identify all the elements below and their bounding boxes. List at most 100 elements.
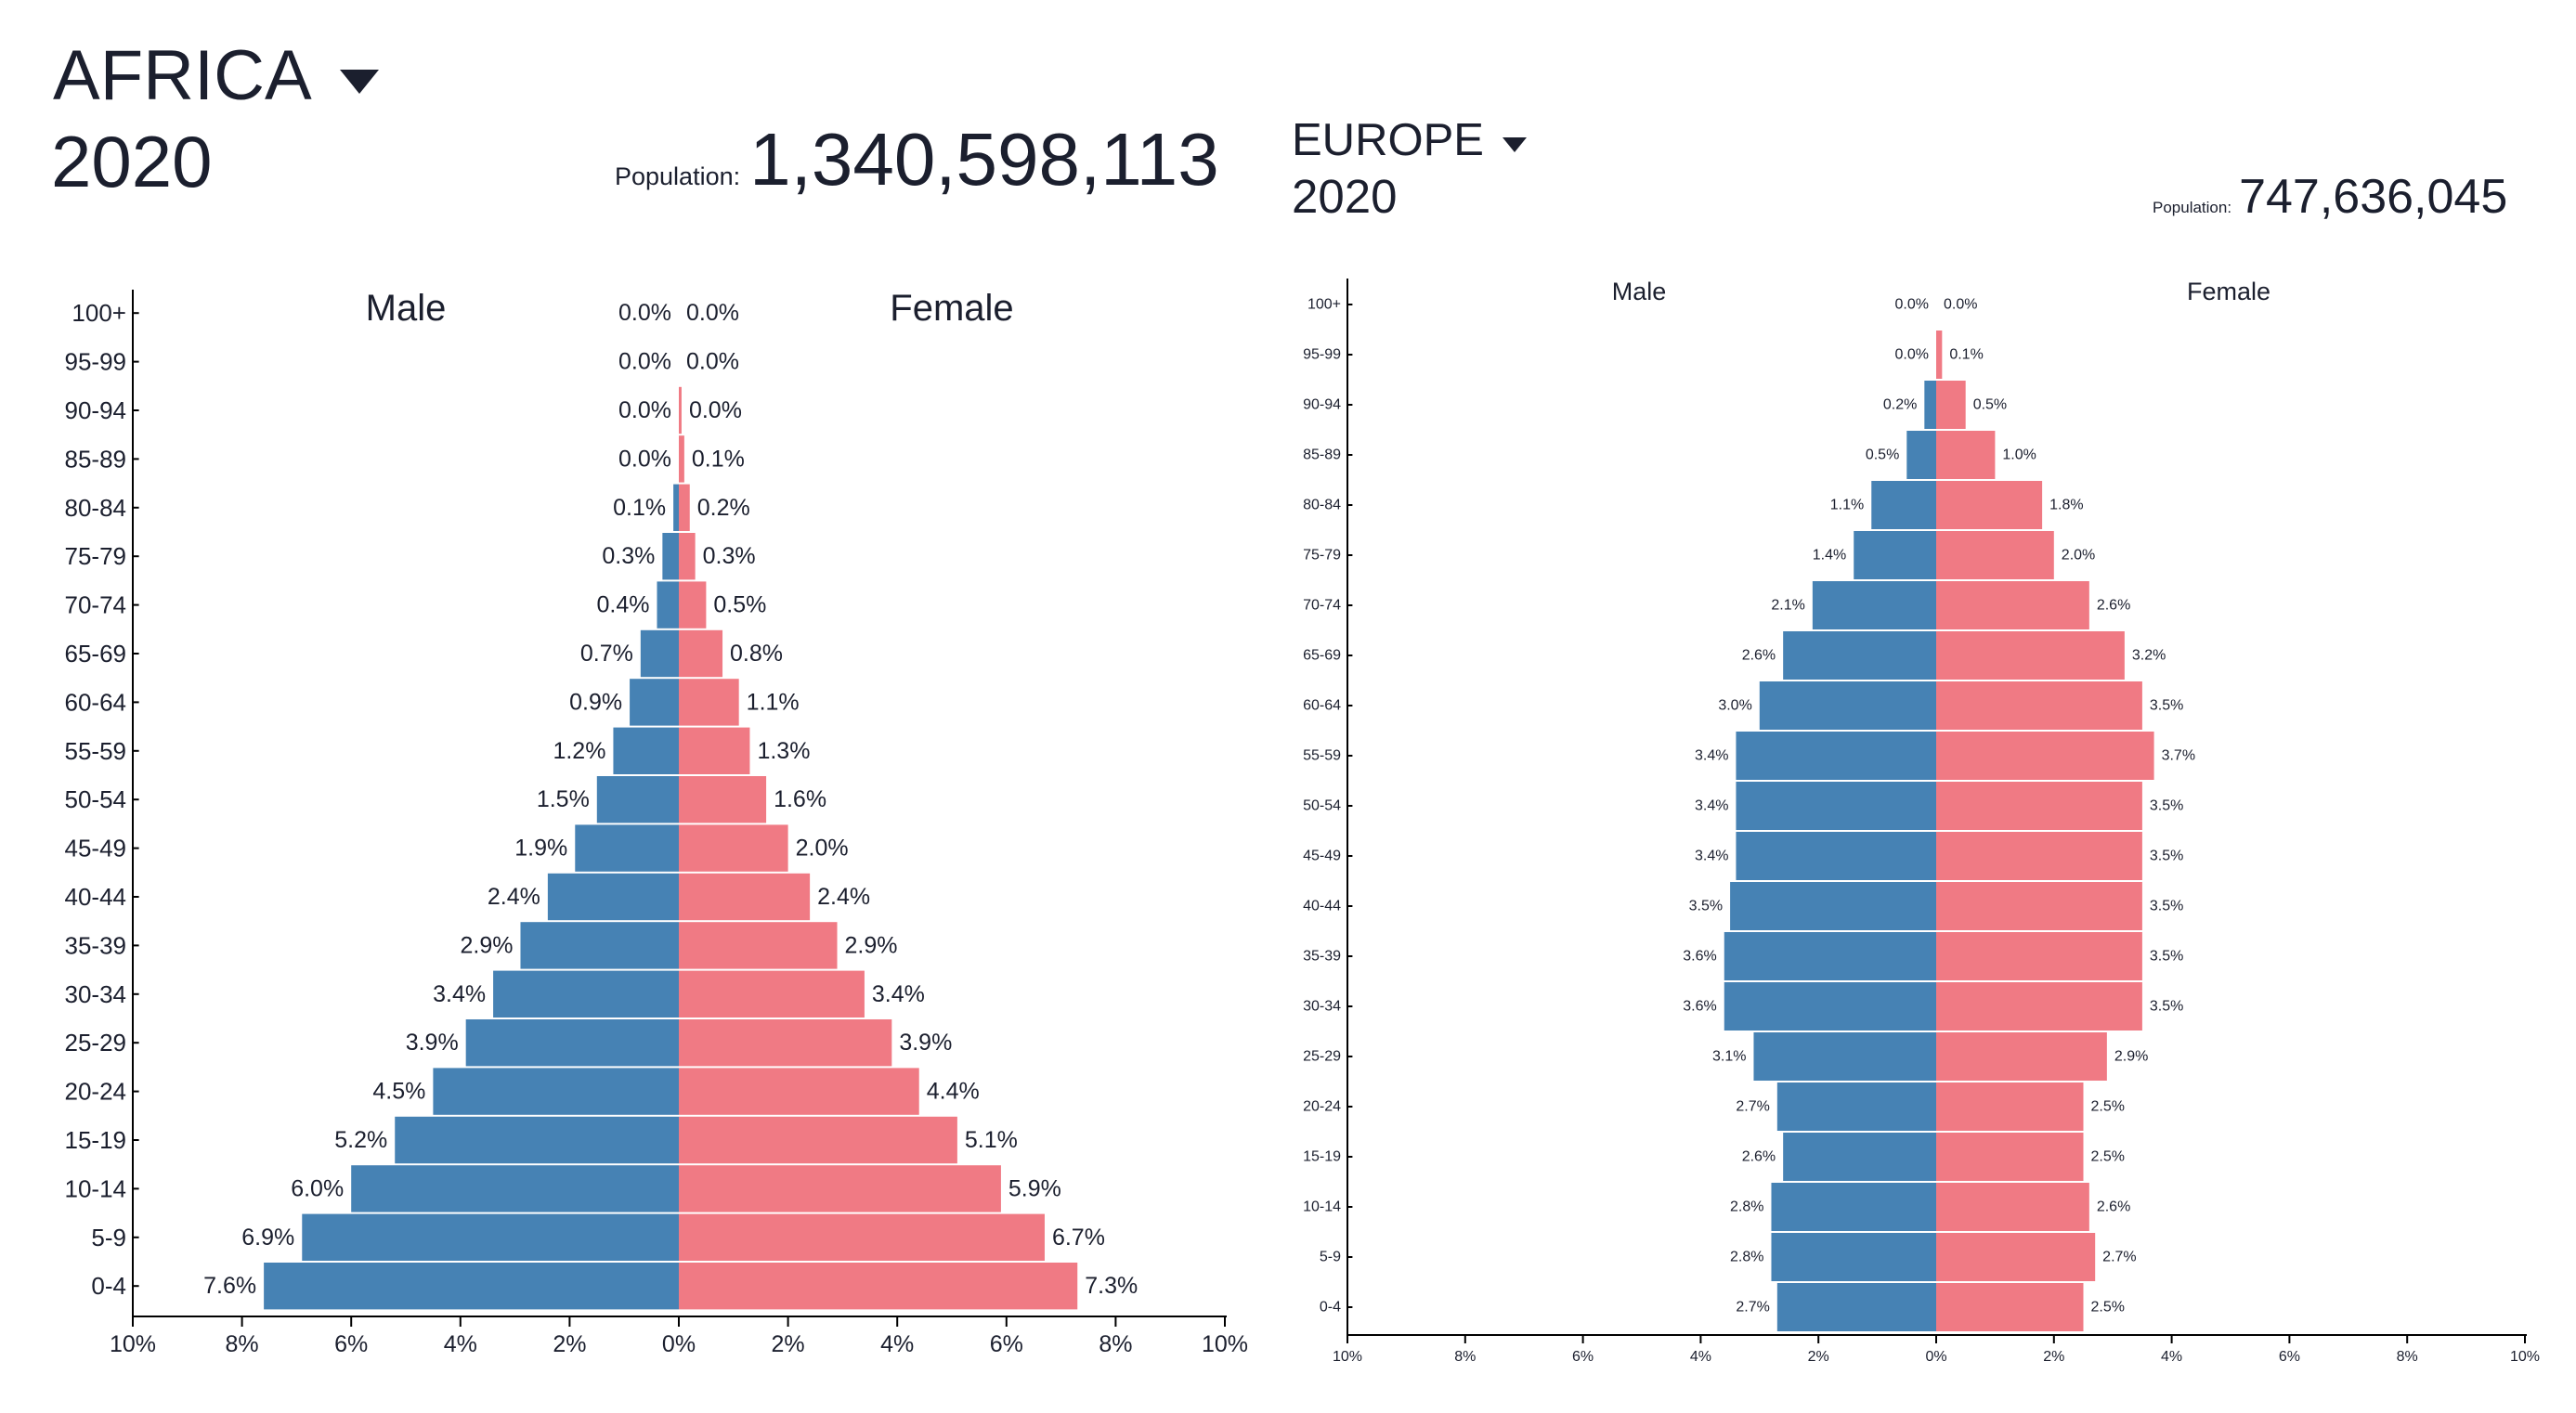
data-label-female: 0.0% <box>686 349 739 375</box>
bar-female <box>679 922 838 969</box>
bar-female <box>679 386 682 434</box>
bar-male <box>673 484 679 531</box>
x-tick-label: 8% <box>2397 1349 2418 1365</box>
data-label-male: 3.6% <box>1683 949 1716 965</box>
category-label: 5-9 <box>1320 1250 1341 1265</box>
bar-female <box>1936 331 1943 379</box>
data-label-male: 3.4% <box>433 981 486 1007</box>
data-label-male: 3.4% <box>1695 798 1728 814</box>
data-label-male: 3.1% <box>1712 1049 1746 1065</box>
bar-male <box>351 1165 679 1212</box>
region-selector-africa[interactable]: AFRICA <box>53 41 379 111</box>
data-label-female: 0.3% <box>703 543 756 569</box>
category-label: 95-99 <box>65 348 127 376</box>
category-label: 100+ <box>72 299 126 327</box>
category-label: 40-44 <box>65 883 127 911</box>
x-tick-label: 2% <box>2043 1349 2064 1365</box>
bar-female <box>679 1263 1078 1310</box>
caret-down-icon[interactable] <box>1502 136 1527 152</box>
population-label: Population: <box>615 162 741 190</box>
data-label-female: 3.5% <box>2150 698 2183 714</box>
data-label-female: 0.2% <box>697 495 750 521</box>
category-label: 30-34 <box>1303 999 1341 1015</box>
population-value: 747,636,045 <box>2239 170 2508 224</box>
bar-male <box>1736 732 1936 780</box>
bar-female <box>679 533 696 580</box>
region-selector-europe[interactable]: EUROPE <box>1292 118 1527 163</box>
data-label-female: 1.8% <box>2049 498 2083 513</box>
x-tick-label: 0% <box>662 1331 696 1357</box>
data-label-female: 2.5% <box>2091 1099 2125 1115</box>
x-tick-label: 4% <box>1690 1349 1711 1365</box>
data-label-female: 2.6% <box>2097 598 2130 614</box>
bar-male <box>596 776 679 823</box>
data-label-female: 0.0% <box>1944 297 1977 313</box>
category-label: 35-39 <box>65 931 127 959</box>
bar-male <box>1736 782 1936 830</box>
category-label: 0-4 <box>1320 1300 1341 1316</box>
bar-female <box>679 824 788 872</box>
region-title: EUROPE <box>1292 115 1484 165</box>
data-label-female: 0.5% <box>1973 397 2007 413</box>
bar-female <box>1936 681 2142 730</box>
x-tick-label: 2% <box>553 1331 586 1357</box>
data-label-male: 7.6% <box>203 1273 256 1299</box>
population-label: Population: <box>2153 199 2232 216</box>
category-label: 10-14 <box>1303 1199 1341 1215</box>
data-label-male: 0.0% <box>1895 347 1929 363</box>
data-label-female: 5.9% <box>1008 1175 1061 1201</box>
data-label-male: 1.9% <box>514 836 567 862</box>
category-label: 65-69 <box>65 640 127 668</box>
data-label-female: 2.6% <box>2097 1199 2130 1215</box>
data-label-female: 6.7% <box>1052 1225 1105 1251</box>
category-label: 90-94 <box>65 396 127 424</box>
population-value: 1,340,598,113 <box>749 118 1219 201</box>
category-label: 80-84 <box>65 494 127 522</box>
population-pyramid-europe: Male Female 0.0% 0.0% 100+ 0.0% 0.1% 95-99 0.2% 0… <box>1303 278 2540 1365</box>
bar-female <box>679 873 811 921</box>
bar-male <box>1871 481 1936 529</box>
data-label-female: 0.0% <box>686 300 739 326</box>
category-label: 75-79 <box>65 542 127 570</box>
population-pyramid-africa-plot: Male Female 0.0% 0.0% 100+ 0.0% 0.0% 95-99 0.0% 0… <box>65 288 1249 1357</box>
x-tick-label: 0% <box>1925 1349 1946 1365</box>
category-label: 85-89 <box>65 445 127 473</box>
data-label-male: 0.4% <box>596 592 649 618</box>
data-label-female: 0.0% <box>689 397 742 423</box>
bar-female <box>679 581 707 629</box>
series-heading-female: Female <box>890 288 1013 329</box>
bar-male <box>1724 932 1936 980</box>
category-label: 100+ <box>1308 297 1341 313</box>
bar-male <box>433 1068 679 1115</box>
caret-down-icon[interactable] <box>339 70 379 94</box>
bar-male <box>613 727 679 774</box>
data-label-male: 2.7% <box>1736 1099 1769 1115</box>
bar-male <box>630 679 679 726</box>
x-tick-label: 8% <box>226 1331 259 1357</box>
bar-female <box>679 435 684 483</box>
data-label-female: 3.4% <box>872 981 925 1007</box>
bar-female <box>679 1019 892 1067</box>
x-tick-label: 10% <box>2510 1349 2540 1365</box>
data-label-male: 2.8% <box>1730 1250 1763 1265</box>
bar-female <box>1936 481 2043 529</box>
bar-female <box>1936 381 1966 429</box>
bar-male <box>1783 631 1936 680</box>
category-label: 50-54 <box>65 785 127 813</box>
bar-male <box>1724 982 1936 1031</box>
bar-male <box>662 533 679 580</box>
x-tick-label: 8% <box>1454 1349 1476 1365</box>
category-label: 85-89 <box>1303 447 1341 463</box>
data-label-female: 0.8% <box>730 641 783 667</box>
data-label-male: 0.3% <box>602 543 655 569</box>
category-label: 50-54 <box>1303 798 1341 814</box>
data-label-female: 2.0% <box>796 836 849 862</box>
data-label-male: 0.7% <box>580 641 633 667</box>
bar-male <box>1730 882 1936 930</box>
x-tick-label: 6% <box>2279 1349 2300 1365</box>
category-label: 20-24 <box>65 1078 127 1106</box>
data-label-female: 2.7% <box>2102 1250 2136 1265</box>
category-label: 60-64 <box>1303 698 1341 714</box>
bar-female <box>679 484 690 531</box>
